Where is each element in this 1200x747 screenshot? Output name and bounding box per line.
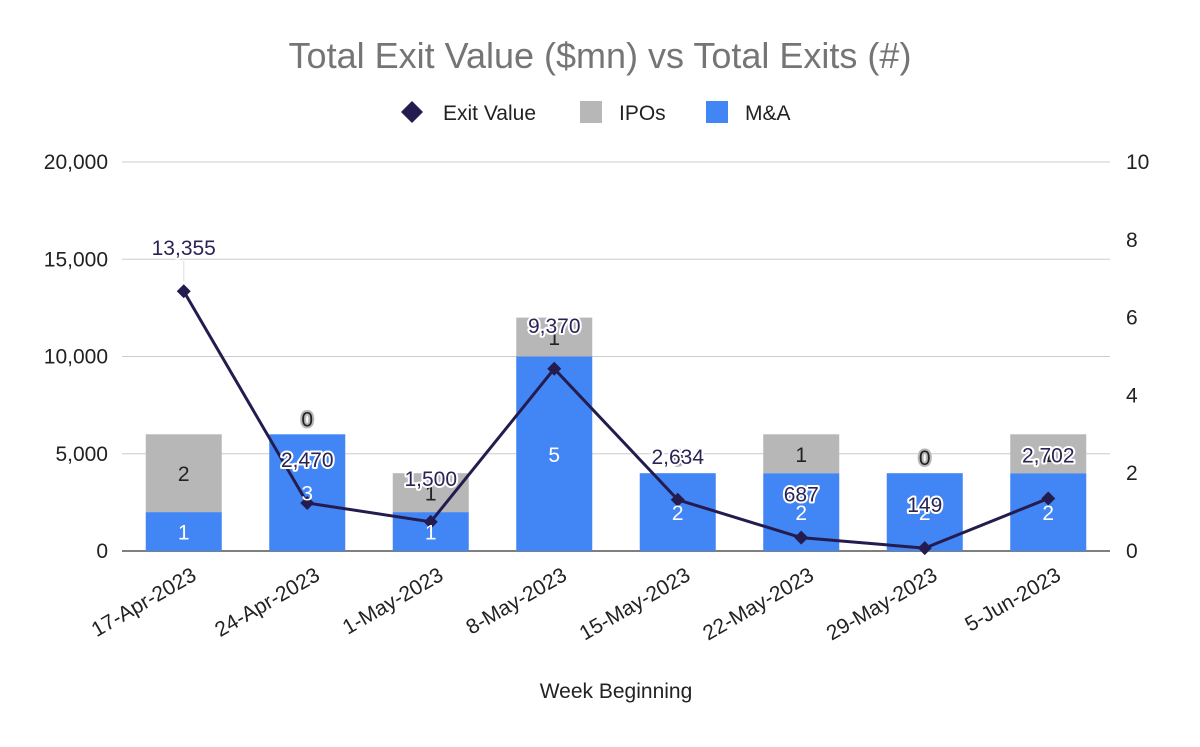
legend-item-ma[interactable]: M&A (706, 101, 791, 125)
ma-bar (639, 473, 716, 551)
right-axis-ticks: 0 2 4 6 8 10 (1126, 151, 1149, 563)
ma-bar (269, 434, 346, 551)
chart-title: Total Exit Value ($mn) vs Total Exits (#… (289, 35, 912, 76)
ma-bar (1010, 473, 1087, 551)
x-tick-label: 22-May-2023 (699, 563, 818, 645)
ma-data-label: 1 (425, 522, 437, 545)
exit-value-point (670, 492, 685, 507)
ma-data-label: 2 (795, 502, 807, 525)
ma-bar (516, 356, 593, 551)
ipos-data-label: 0 (672, 447, 684, 470)
ma-data-label: 3 (301, 483, 313, 506)
exit-value-data-label: 13,355 (152, 237, 216, 260)
legend-label-ipos: IPOs (619, 102, 666, 125)
x-tick-label: 8-May-2023 (462, 563, 571, 639)
exit-value-data-label: 9,370 (528, 315, 581, 338)
exit-value-data-label: 687 (784, 484, 819, 507)
exit-value-data-label: 1,500 (404, 468, 457, 491)
ipos-data-label: 1 (1042, 444, 1054, 467)
x-axis-ticks: 17-Apr-2023 24-Apr-2023 1-May-2023 8-May-20… (88, 563, 1065, 645)
legend: Exit Value IPOs M&A (401, 101, 791, 125)
right-tick-label: 4 (1126, 384, 1138, 407)
ma-data-label: 2 (672, 502, 684, 525)
x-tick-label: 5-Jun-2023 (961, 563, 1065, 636)
left-axis-ticks: 0 5,000 10,000 15,000 20,000 (44, 151, 108, 563)
right-tick-label: 10 (1126, 151, 1149, 174)
right-tick-label: 2 (1126, 462, 1138, 485)
ipos-data-label: 0 (301, 408, 313, 431)
ipos-bar (145, 434, 222, 513)
left-tick-label: 20,000 (44, 151, 108, 174)
x-tick-label: 24-Apr-2023 (211, 563, 324, 641)
right-tick-label: 0 (1126, 540, 1138, 563)
ipos-data-label: 1 (795, 444, 807, 467)
exit-value-data-label: 149 (907, 494, 942, 517)
left-tick-label: 15,000 (44, 248, 108, 271)
left-tick-label: 10,000 (44, 346, 108, 369)
line-labels: 13,355 2,470 1,500 9,370 2,634 687 149 2,702 (150, 235, 1077, 519)
ipos-data-label: 1 (425, 483, 437, 506)
ipos-bar (516, 317, 593, 357)
ipos-swatch-icon (580, 101, 602, 123)
exit-value-point (300, 495, 315, 510)
exit-value-polyline (182, 290, 1049, 550)
legend-label-ma: M&A (745, 102, 791, 125)
ipos-bar (763, 434, 840, 474)
exit-value-point (423, 514, 438, 529)
ma-data-label: 2 (919, 502, 931, 525)
ipos-data-label: 1 (548, 327, 560, 350)
legend-label-exit-value: Exit Value (443, 102, 536, 125)
exit-value-point (1041, 491, 1056, 506)
x-tick-label: 29-May-2023 (823, 563, 942, 645)
left-tick-label: 5,000 (55, 443, 108, 466)
ipos-data-label: 2 (178, 463, 190, 486)
legend-item-exit-value[interactable]: Exit Value (401, 101, 536, 125)
ma-bar (145, 512, 222, 551)
exit-value-point (176, 284, 191, 299)
x-tick-label: 15-May-2023 (576, 563, 695, 645)
ma-data-label: 2 (1042, 502, 1054, 525)
bar-labels: 1 2 3 0 1 1 5 1 2 0 2 1 2 0 2 1 (176, 325, 1056, 545)
x-tick-label: 17-Apr-2023 (88, 563, 201, 641)
exit-value-data-label: 2,702 (1022, 444, 1075, 467)
exit-value-line (176, 284, 1056, 556)
x-tick-label: 1-May-2023 (339, 563, 448, 639)
right-tick-label: 6 (1126, 307, 1138, 330)
ipos-bar (1010, 434, 1087, 474)
right-tick-label: 8 (1126, 229, 1138, 252)
x-axis-title: Week Beginning (540, 680, 693, 703)
legend-item-ipos[interactable]: IPOs (580, 101, 666, 125)
ma-data-label: 5 (548, 444, 560, 467)
ipos-data-label: 0 (919, 447, 931, 470)
exit-value-point (917, 541, 932, 556)
exit-value-data-label: 2,634 (651, 446, 704, 469)
exit-value-data-label: 2,470 (281, 449, 334, 472)
ma-swatch-icon (706, 101, 728, 123)
exit-value-point (794, 530, 809, 545)
exit-value-point (547, 361, 562, 376)
diamond-icon (401, 101, 423, 123)
ma-data-label: 1 (178, 522, 190, 545)
left-tick-label: 0 (96, 540, 108, 563)
